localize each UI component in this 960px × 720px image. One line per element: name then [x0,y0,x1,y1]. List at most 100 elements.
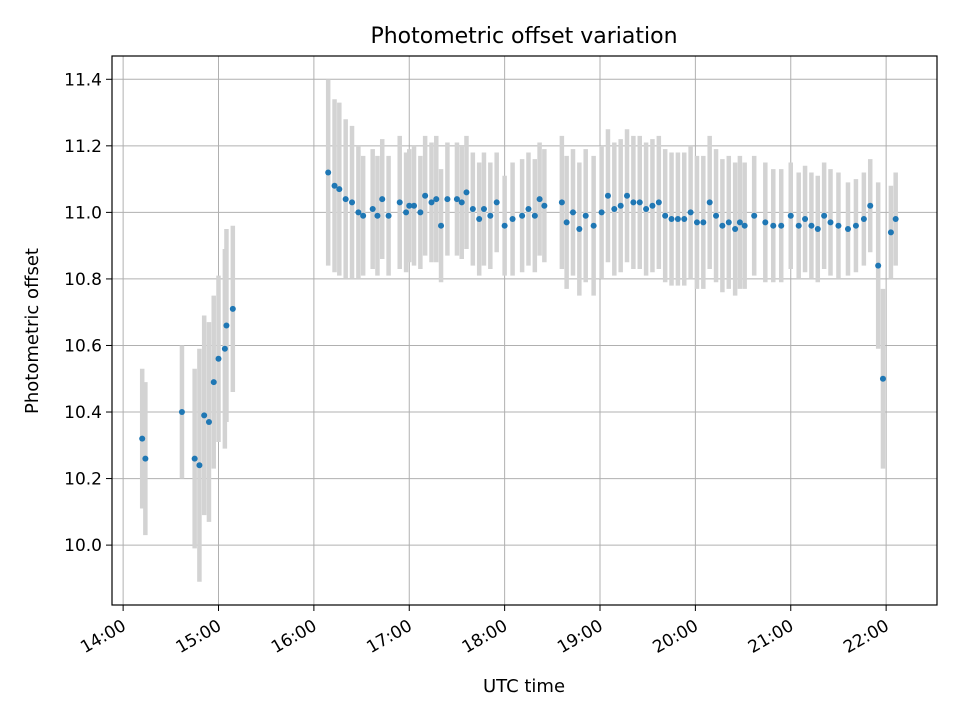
data-point [719,222,726,229]
data-point [223,322,230,329]
data-point [525,206,532,213]
data-point [835,222,842,229]
data-point [879,375,886,382]
data-point [403,209,410,216]
data-point [406,202,413,209]
data-point [201,412,208,419]
data-point [469,206,476,213]
data-point [221,345,228,352]
data-point [558,199,565,206]
x-tick-label: 20:00 [649,616,701,658]
data-point [681,216,688,223]
data-point [643,206,650,213]
data-point [569,209,576,216]
data-point [875,262,882,269]
x-tick-label: 21:00 [745,616,797,658]
x-tick-label: 18:00 [459,616,511,658]
data-point [741,222,748,229]
x-axis-label: UTC time [483,676,565,697]
data-point [867,202,874,209]
data-point [687,209,694,216]
data-point [887,229,894,236]
data-point [411,202,418,209]
data-point [480,206,487,213]
data-point [700,219,707,226]
data-point [433,196,440,203]
data-point [355,209,362,216]
x-tick-label: 19:00 [554,616,606,658]
data-point [422,192,429,199]
plot-frame [111,55,938,606]
data-point [349,199,356,206]
data-point [428,199,435,206]
data-point [210,379,217,386]
data-point [808,222,815,229]
data-point [649,202,656,209]
data-point [582,212,589,219]
data-point [541,202,548,209]
y-axis-label: Photometric offset [22,248,43,414]
data-point [342,196,349,203]
x-tick-label: 14:00 [77,616,129,658]
data-point [438,222,445,229]
data-point [762,219,769,226]
data-point [827,219,834,226]
x-tick-label: 22:00 [840,616,892,658]
data-point [725,219,732,226]
data-point [662,212,669,219]
data-point [139,435,146,442]
data-point [191,455,198,462]
y-tick-label: 10.8 [64,270,102,290]
data-points [139,169,899,469]
data-point [325,169,332,176]
data-point [215,355,222,362]
data-point [205,419,212,425]
y-tick-label: 11.4 [64,70,102,90]
data-point [385,212,392,219]
data-point [417,209,424,216]
data-point [369,206,376,213]
data-point [617,202,624,209]
data-point [142,455,149,462]
data-point [476,216,483,223]
data-point [655,199,662,206]
data-point [598,209,605,216]
data-point [509,216,516,223]
data-point [453,196,460,203]
y-tick-label: 10.6 [64,336,102,356]
y-tick-label: 11.0 [64,203,102,223]
y-tick-label: 10.4 [64,403,102,423]
data-point [787,212,794,219]
data-point [821,212,828,219]
data-point [374,212,381,219]
y-tick-label: 10.0 [64,536,102,556]
data-point [892,216,899,223]
chart-title: Photometric offset variation [370,24,677,49]
data-point [444,196,451,203]
data-point [590,222,597,229]
data-point [693,219,700,226]
data-point [668,216,675,223]
data-point [844,226,851,233]
data-point [736,219,743,226]
data-point [611,206,618,213]
error-bars [139,79,898,582]
data-point [487,212,494,219]
data-point [336,186,343,193]
grid-lines [112,56,937,605]
data-point [531,212,538,219]
data-point [379,196,386,203]
y-tick-label: 10.2 [64,470,102,490]
data-point [795,222,802,229]
data-point [458,199,465,206]
data-point [229,305,236,312]
data-point [396,199,403,206]
y-tick-label: 11.2 [64,137,102,157]
data-point [493,199,500,206]
data-point [713,212,720,219]
data-point [706,199,713,206]
data-point [519,212,526,219]
data-point [852,222,859,229]
